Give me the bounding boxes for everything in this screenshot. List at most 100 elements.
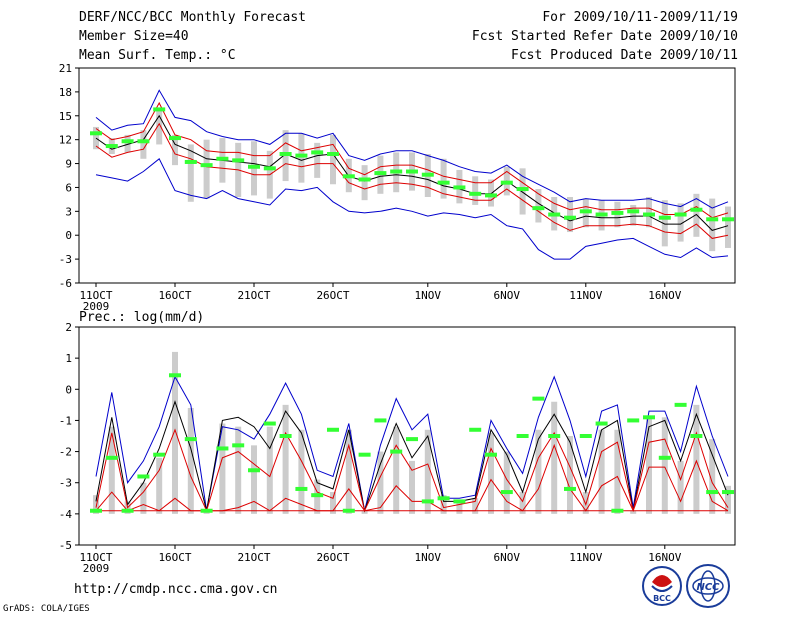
temp-obs-marker [248,164,260,169]
prec-range-bar [187,407,194,514]
temp-year-label: 2009 [83,300,110,313]
prec-range-bar [677,460,684,514]
prec-obs-marker [406,437,418,442]
prec-range-bar [693,404,700,514]
prec-obs-marker [469,427,482,432]
prec-series-upper [95,428,729,513]
prec-xtick-label: 11NOV [569,551,602,564]
prec-range-bar [235,426,242,514]
prec-range-bar [472,498,479,514]
temp-obs-marker [690,207,703,212]
prec-obs-marker [311,493,324,498]
prec-obs-marker [548,434,561,438]
prec-range-bar [377,451,384,514]
prec-range-bar [598,429,605,514]
prec-range-bar [519,492,526,514]
prec-obs-marker [90,508,102,513]
temp-series-upper [95,101,729,219]
temp-xtick-label: 11NOV [569,289,602,302]
temp-ytick-label: -6 [59,277,72,290]
prec-obs-marker [485,452,497,457]
temp-ytick-label: -3 [59,253,72,266]
temp-range-bar [472,176,479,205]
temp-xtick-label: 21OCT [237,289,270,302]
temp-range-bar [156,107,163,145]
temp-obs-marker [485,193,497,198]
temp-xtick-label: 11OCT [79,289,112,302]
prec-range-bar [614,429,621,514]
prec-obs-marker [169,373,181,378]
prec-xtick-label: 16NOV [648,551,681,564]
prec-range-bar [108,426,115,514]
prec-obs-marker [121,508,134,513]
temp-range-bar [519,168,526,215]
forecast-produced: Fcst Produced Date 2009/10/11 [511,48,738,63]
prec-range-bar [266,426,273,514]
prec-obs-marker [579,434,592,438]
prec-ytick-label: -3 [59,477,72,490]
prec-obs-marker [611,508,624,513]
temp-obs-marker [374,171,387,176]
prec-obs-marker [722,490,734,495]
temp-xtick-label: 26OCT [316,289,349,302]
temp-obs-marker [500,180,513,185]
temp-obs-marker [137,139,150,144]
prec-range-bar [535,429,542,514]
prec-obs-marker [627,418,640,423]
prec-range-bar [251,445,257,514]
prec-obs-marker [421,499,434,504]
temp-series-min [95,158,729,260]
prec-range-bar [725,485,731,514]
temp-range-bar [661,200,668,247]
forecast-started: Fcst Started Refer Date 2009/10/10 [471,29,738,44]
temp-ytick-label: 9 [65,158,72,171]
temp-obs-marker [105,144,118,149]
prec-ytick-label: 0 [65,383,72,396]
temp-obs-marker [406,169,418,174]
temp-obs-marker [421,172,434,177]
temp-obs-marker [342,174,355,179]
prec-ytick-label: 2 [65,321,72,334]
prec-obs-marker [516,434,529,438]
source-url[interactable]: http://cmdp.ncc.cma.gov.cn [74,582,278,597]
temp-range-bar [93,126,99,150]
prec-obs-marker [390,449,403,454]
prec-range-bar [409,460,415,514]
prec-obs-marker [564,486,576,491]
prec-range-bar [219,423,226,514]
prec-obs-marker [453,499,466,504]
prec-obs-marker [643,415,655,420]
temp-series-max [95,89,729,209]
temp-obs-marker [643,212,655,217]
prec-ytick-label: -5 [59,539,72,552]
temp-xtick-label: 16NOV [648,289,681,302]
temp-range-bar [725,206,731,248]
temp-obs-marker [295,153,308,158]
forecast-period: For 2009/10/11-2009/11/19 [542,10,738,25]
temp-range-bar [330,134,336,185]
prec-obs-marker [232,443,245,448]
prec-range-bar [567,436,573,514]
temp-obs-marker [311,150,324,155]
prec-obs-marker [374,418,387,423]
prec-range-bar [93,495,99,514]
temp-obs-marker [232,158,245,163]
temp-obs-marker [437,180,450,185]
prec-range-bar [345,429,352,514]
temp-obs-marker [216,156,229,161]
prec-obs-marker [216,446,229,451]
temp-obs-marker [564,215,576,220]
temp-obs-marker [184,159,197,164]
prec-range-bar [172,351,178,514]
temp-obs-marker [611,210,624,215]
temp-obs-marker [200,163,213,168]
prec-obs-marker [327,427,339,432]
chart-title: DERF/NCC/BCC Monthly Forecast [79,10,306,25]
prec-obs-marker [153,452,166,457]
prec-range-bar [661,417,668,514]
temp-ytick-label: 12 [59,134,72,147]
prec-obs-marker [532,396,545,401]
temp-range-bar [535,189,542,223]
temp-ytick-label: 21 [59,62,72,75]
prec-xtick-label: 6NOV [494,551,521,564]
